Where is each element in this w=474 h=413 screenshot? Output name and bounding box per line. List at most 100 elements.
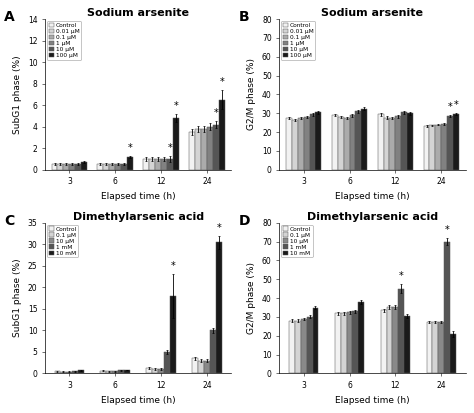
Bar <box>407 113 413 170</box>
Text: *: * <box>454 100 458 110</box>
Bar <box>438 322 444 373</box>
Bar <box>341 313 346 373</box>
Bar <box>453 114 459 170</box>
Legend: Control, 0.01 μM, 0.1 μM, 1 μM, 10 μM, 100 μM: Control, 0.01 μM, 0.1 μM, 1 μM, 10 μM, 1… <box>47 21 81 60</box>
Bar <box>390 118 395 170</box>
Text: *: * <box>219 77 224 87</box>
Y-axis label: SubG1 phase (%): SubG1 phase (%) <box>13 55 22 134</box>
Bar <box>52 164 57 170</box>
Bar <box>152 369 158 373</box>
Y-axis label: G2/M phase (%): G2/M phase (%) <box>247 58 256 131</box>
Legend: Control, 0.1 μM, 10 μM, 1 mM, 10 mM: Control, 0.1 μM, 10 μM, 1 mM, 10 mM <box>47 225 78 257</box>
Bar <box>73 371 78 373</box>
Bar <box>170 296 176 373</box>
Bar <box>55 371 61 373</box>
Bar <box>310 114 316 170</box>
Bar <box>337 117 344 170</box>
Bar <box>358 302 365 373</box>
Bar <box>378 114 383 170</box>
Text: A: A <box>4 10 15 24</box>
Bar <box>155 159 161 170</box>
Bar <box>349 115 356 170</box>
Bar <box>210 330 216 373</box>
X-axis label: Elapsed time (h): Elapsed time (h) <box>335 192 410 201</box>
Bar <box>335 313 341 373</box>
Text: B: B <box>238 10 249 24</box>
Bar <box>124 370 130 373</box>
Bar <box>401 112 407 170</box>
Bar <box>78 370 84 373</box>
Bar <box>432 322 438 373</box>
Bar <box>69 164 75 170</box>
Text: *: * <box>214 108 219 118</box>
Bar <box>81 162 87 170</box>
Bar <box>404 316 410 373</box>
Bar <box>189 132 195 170</box>
Bar <box>207 127 213 170</box>
Title: Dimethylarsenic acid: Dimethylarsenic acid <box>307 212 438 222</box>
Bar <box>346 312 353 373</box>
Text: *: * <box>217 223 221 233</box>
Bar <box>213 125 219 170</box>
Bar <box>444 242 450 373</box>
Bar <box>361 109 367 170</box>
Bar <box>167 159 173 170</box>
Bar <box>436 125 441 170</box>
Bar <box>146 368 152 373</box>
Bar <box>316 112 321 170</box>
Text: *: * <box>171 261 175 271</box>
Bar <box>198 361 204 373</box>
Bar <box>64 164 69 170</box>
Bar <box>353 311 358 373</box>
Title: Sodium arsenite: Sodium arsenite <box>321 8 423 18</box>
Text: *: * <box>399 271 404 281</box>
Text: *: * <box>445 225 450 235</box>
Text: *: * <box>168 143 173 153</box>
Bar <box>127 157 133 170</box>
X-axis label: Elapsed time (h): Elapsed time (h) <box>101 396 175 405</box>
Bar <box>298 118 304 170</box>
Bar <box>332 115 337 170</box>
Bar <box>201 129 207 170</box>
Bar <box>118 370 124 373</box>
Bar <box>286 118 292 170</box>
Bar <box>399 289 404 373</box>
Bar <box>66 372 73 373</box>
Bar <box>441 123 447 170</box>
Text: *: * <box>128 143 133 153</box>
Bar <box>219 100 225 170</box>
Bar <box>204 361 210 373</box>
Y-axis label: SubG1 phase (%): SubG1 phase (%) <box>13 259 22 337</box>
Title: Dimethylarsenic acid: Dimethylarsenic acid <box>73 212 204 222</box>
Bar <box>427 322 432 373</box>
Bar <box>115 164 121 170</box>
Bar <box>304 117 310 170</box>
Bar <box>192 358 198 373</box>
Text: *: * <box>448 102 453 112</box>
Bar <box>98 164 103 170</box>
Bar <box>301 319 307 373</box>
Bar <box>109 164 115 170</box>
Title: Sodium arsenite: Sodium arsenite <box>87 8 189 18</box>
Text: *: * <box>173 101 178 111</box>
Bar <box>292 120 298 170</box>
Bar <box>395 116 401 170</box>
Bar <box>144 159 149 170</box>
Bar <box>195 129 201 170</box>
Bar <box>61 372 66 373</box>
Bar <box>392 306 399 373</box>
Text: D: D <box>238 214 250 228</box>
Bar <box>106 371 112 373</box>
Bar <box>429 126 436 170</box>
Legend: Control, 0.1 μM, 10 μM, 1 mM, 10 mM: Control, 0.1 μM, 10 μM, 1 mM, 10 mM <box>281 225 313 257</box>
Bar <box>57 164 64 170</box>
Bar <box>386 306 392 373</box>
Bar <box>164 352 170 373</box>
Bar <box>307 317 312 373</box>
Bar <box>295 321 301 373</box>
Bar <box>383 118 390 170</box>
Bar <box>381 311 386 373</box>
Bar <box>424 126 429 170</box>
Bar <box>173 118 179 170</box>
Bar <box>112 371 118 373</box>
